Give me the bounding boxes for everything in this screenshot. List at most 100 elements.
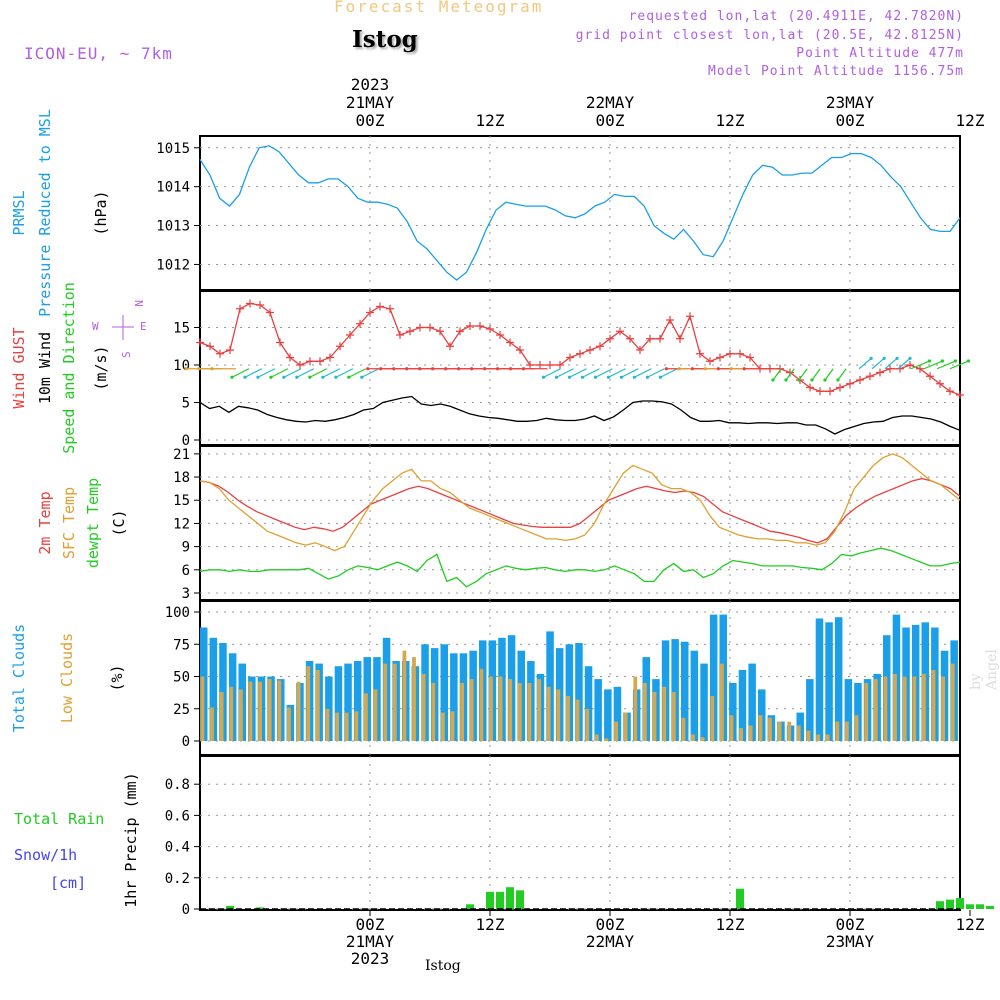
gust-marker [296, 361, 304, 369]
ytick-label-clouds: 100 [165, 605, 190, 621]
gust-marker [356, 319, 364, 328]
wind-arrow-head [418, 367, 422, 371]
panel-label-clouds: (%) [108, 664, 126, 691]
total-cloud-bar [700, 663, 708, 741]
series-line-temperature-0 [199, 477, 961, 544]
panel-label-clouds: Low Clouds [58, 633, 76, 723]
wind-arrow-head [619, 375, 624, 379]
low-cloud-bar [287, 707, 291, 741]
low-cloud-bar [768, 717, 772, 741]
low-cloud-bar [585, 708, 590, 742]
wind-arrow-head [230, 375, 234, 379]
wind-arrow [647, 368, 665, 378]
ytick-label-wind: 0 [182, 433, 190, 449]
wind-arrow-head [677, 367, 681, 371]
wind-arrow [897, 357, 911, 370]
ytick-label-temperature: 18 [173, 470, 190, 486]
bottom-time-label: 12Z [476, 915, 505, 934]
gust-marker [216, 349, 224, 358]
wind-arrow [543, 368, 561, 378]
low-cloud-bar [469, 679, 474, 741]
gust-marker [336, 342, 344, 351]
ytick-label-wind: 10 [173, 358, 190, 374]
gust-marker [856, 376, 864, 384]
ytick-label-pressure: 1014 [156, 180, 190, 196]
wind-arrow-head [908, 356, 912, 360]
low-cloud-bar [700, 737, 705, 741]
wind-arrow [621, 368, 639, 378]
rain-bar [966, 904, 974, 909]
bottom-time-label: 22MAY [586, 932, 635, 951]
panel-label-wind: (m/s) [92, 345, 110, 390]
wind-arrow-head [360, 375, 364, 379]
ytick-label-clouds: 75 [173, 637, 190, 653]
wind-arrow-head [869, 356, 873, 360]
gust-marker [596, 342, 604, 351]
gust-marker [266, 308, 274, 317]
gust-marker [886, 364, 894, 373]
gust-marker [456, 327, 464, 336]
wind-arrow [634, 368, 652, 378]
wind-arrow [270, 368, 289, 378]
low-cloud-bar [364, 693, 368, 741]
gust-marker [716, 353, 724, 362]
legend-snow-unit: [cm] [50, 874, 86, 892]
rain-bar [986, 905, 994, 909]
low-cloud-bar [392, 663, 397, 741]
gust-marker [436, 327, 444, 336]
gust-marker [326, 353, 334, 362]
gust-marker [676, 334, 684, 343]
total-cloud-bar [325, 676, 333, 741]
wind-arrow [322, 368, 341, 378]
low-cloud-bar [267, 679, 272, 741]
gust-marker [346, 331, 354, 339]
gust-marker [946, 387, 954, 396]
wind-arrow [257, 368, 276, 378]
gust-marker [666, 316, 674, 324]
bottom-time-label: 2023 [351, 949, 390, 968]
low-cloud-bar [902, 676, 907, 741]
gust-marker [686, 312, 694, 321]
total-cloud-bar [854, 683, 862, 741]
rain-bar [936, 901, 944, 909]
ytick-label-precip: 0.4 [165, 840, 190, 856]
low-cloud-bar [845, 721, 849, 741]
ytick-label-temperature: 3 [182, 586, 190, 602]
gust-marker [806, 383, 814, 392]
gust-marker [306, 357, 314, 366]
wind-arrow-head [256, 375, 260, 379]
panel-label-temperature: (C) [110, 509, 128, 536]
low-cloud-bar [517, 683, 522, 741]
wind-arrow-head [308, 375, 312, 379]
top-time-label: 12Z [716, 111, 745, 130]
wind-arrow-head [882, 356, 886, 360]
low-cloud-bar [354, 711, 359, 741]
low-cloud-bar [604, 738, 609, 741]
wind-arrow-head [243, 375, 247, 379]
low-cloud-bar [239, 689, 243, 741]
wind-arrow [283, 368, 302, 378]
wind-arrow [837, 368, 847, 381]
panel-label-clouds: Total Clouds [10, 624, 28, 732]
wind-arrow-head [823, 378, 827, 382]
low-cloud-bar [806, 730, 811, 741]
total-cloud-bar [709, 614, 718, 741]
low-cloud-bar [315, 670, 320, 741]
low-cloud-bar [739, 728, 743, 741]
panel-frame-pressure [199, 135, 961, 291]
low-cloud-bar [691, 734, 695, 741]
total-cloud-bar [604, 689, 612, 741]
low-cloud-bar [729, 715, 734, 741]
wind-arrow-head [495, 367, 500, 371]
grid-point-coords: grid point closest lon,lat (20.5E, 42.81… [575, 28, 964, 43]
wind-arrow-head [690, 367, 694, 371]
gust-marker [526, 361, 534, 369]
gust-marker [406, 327, 414, 336]
ytick-label-precip: 0 [182, 902, 190, 918]
gust-marker [626, 334, 634, 343]
gust-marker [366, 308, 374, 317]
wind-arrow-head [797, 378, 801, 382]
low-cloud-bar [748, 725, 753, 741]
gust-marker [956, 391, 964, 399]
wind-arrow [296, 368, 315, 378]
